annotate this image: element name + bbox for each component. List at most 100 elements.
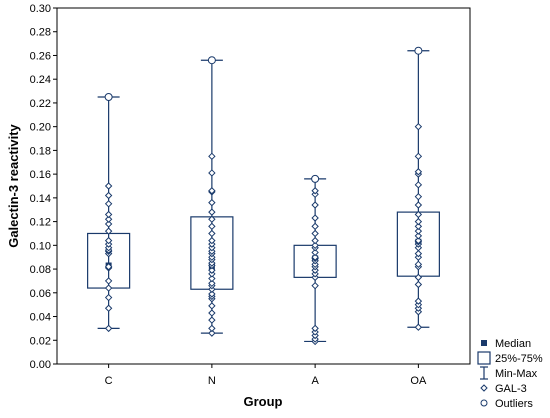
outlier-point: [414, 46, 423, 55]
gal3-point: [208, 329, 216, 337]
gal3-point: [414, 323, 423, 331]
gal3-point: [311, 236, 319, 245]
box-group-a: [293, 174, 337, 346]
gal3-point: [414, 297, 423, 305]
y-tick-label: 0.14: [30, 193, 51, 205]
gal3-point: [414, 217, 423, 226]
legend-label: Outliers: [495, 398, 533, 410]
gal3-point: [104, 182, 113, 190]
gal3-point: [208, 208, 216, 216]
gal3-point: [104, 284, 113, 292]
outlier-point: [207, 56, 216, 65]
gal3-point: [414, 122, 423, 131]
gal3-point: [208, 316, 216, 324]
gal3-point: [104, 200, 113, 208]
gal3-point: [311, 187, 319, 195]
gal3-point: [311, 229, 319, 238]
box-group-c: [87, 93, 131, 333]
gal3-point: [311, 241, 319, 250]
box-group-oa: [396, 46, 440, 331]
gal3-point: [208, 279, 216, 288]
y-tick-label: 0.26: [30, 50, 51, 62]
gal3-point: [104, 215, 113, 223]
gal3-point: [208, 274, 216, 283]
legend-item: GAL-3: [480, 383, 527, 395]
gal3-point: [104, 227, 113, 235]
legend-symbol-box: [477, 351, 491, 365]
legend: Median 25%-75% Min-Max GAL-3 Outliers: [477, 338, 543, 410]
gal3-point: [208, 152, 216, 161]
y-axis-title: Galectin-3 reactivity: [6, 123, 21, 247]
gal3-point: [414, 152, 423, 161]
legend-symbol-diamond: [480, 384, 488, 392]
gal3-point: [104, 293, 113, 302]
boxes-layer: [87, 46, 440, 346]
gal3-point: [414, 181, 423, 189]
y-tick-label: 0.00: [30, 359, 51, 371]
gal3-point: [104, 324, 113, 333]
y-tick-label: 0.02: [30, 335, 51, 347]
x-tick-label: C: [105, 375, 113, 387]
x-axis: C N A OA: [105, 364, 427, 387]
gal3-point: [208, 187, 216, 195]
gal3-point: [104, 304, 113, 312]
gal3-point: [208, 290, 216, 298]
legend-symbol-median: [481, 340, 487, 346]
gal3-point: [311, 324, 319, 333]
x-tick-label: OA: [410, 375, 427, 387]
y-tick-label: 0.12: [30, 217, 51, 229]
gal3-point: [414, 249, 423, 258]
gal3-point: [414, 201, 423, 209]
x-tick-label: N: [208, 375, 216, 387]
gal3-point: [311, 222, 319, 231]
outlier-point: [104, 93, 113, 101]
gal3-point: [208, 324, 216, 333]
gal3-point: [208, 236, 216, 245]
gal3-point: [104, 262, 113, 271]
gal3-point: [414, 222, 423, 231]
gal3-point: [414, 273, 423, 282]
y-tick-label: 0.20: [30, 122, 51, 134]
gal3-point: [208, 222, 216, 231]
outlier-point: [311, 174, 320, 183]
gal3-point: [311, 281, 319, 290]
gal3-point: [104, 236, 113, 245]
x-tick-label: A: [311, 375, 319, 387]
gal3-point: [311, 253, 319, 261]
gal3-point: [104, 191, 113, 200]
y-axis: 0.00 0.02 0.04 0.06 0.08 0.10 0.12 0.14 0.16 0.18…: [30, 3, 57, 371]
y-tick-label: 0.04: [30, 312, 51, 324]
gal3-point: [414, 168, 423, 176]
legend-item: Median: [481, 338, 531, 350]
gal3-point: [414, 232, 423, 240]
y-tick-label: 0.06: [30, 288, 51, 300]
y-tick-label: 0.18: [30, 145, 51, 157]
gal3-point: [414, 280, 423, 289]
y-tick-label: 0.24: [30, 74, 51, 86]
legend-item: Min-Max: [480, 366, 538, 380]
y-tick-label: 0.10: [30, 240, 51, 252]
gal3-point: [208, 309, 216, 317]
legend-symbol-circle: [480, 399, 488, 407]
legend-label: GAL-3: [495, 383, 527, 395]
gal3-point: [104, 277, 113, 285]
gal3-point: [104, 210, 113, 219]
gal3-point: [311, 248, 319, 257]
gal3-point: [414, 210, 423, 219]
gal3-point: [208, 266, 216, 274]
y-tick-label: 0.22: [30, 98, 51, 110]
y-tick-label: 0.08: [30, 264, 51, 276]
gal3-point: [208, 169, 216, 177]
y-tick-label: 0.30: [30, 3, 51, 15]
y-tick-label: 0.28: [30, 27, 51, 39]
gal3-point: [311, 201, 319, 209]
gal3-point: [311, 214, 319, 222]
gal3-point: [104, 220, 113, 228]
x-axis-title: Group: [244, 394, 283, 409]
gal3-point: [414, 192, 423, 201]
gal3-point: [414, 227, 423, 235]
plot-frame: [56, 7, 471, 365]
box-group-n: [190, 56, 234, 337]
legend-item: 25%-75%: [477, 351, 543, 365]
